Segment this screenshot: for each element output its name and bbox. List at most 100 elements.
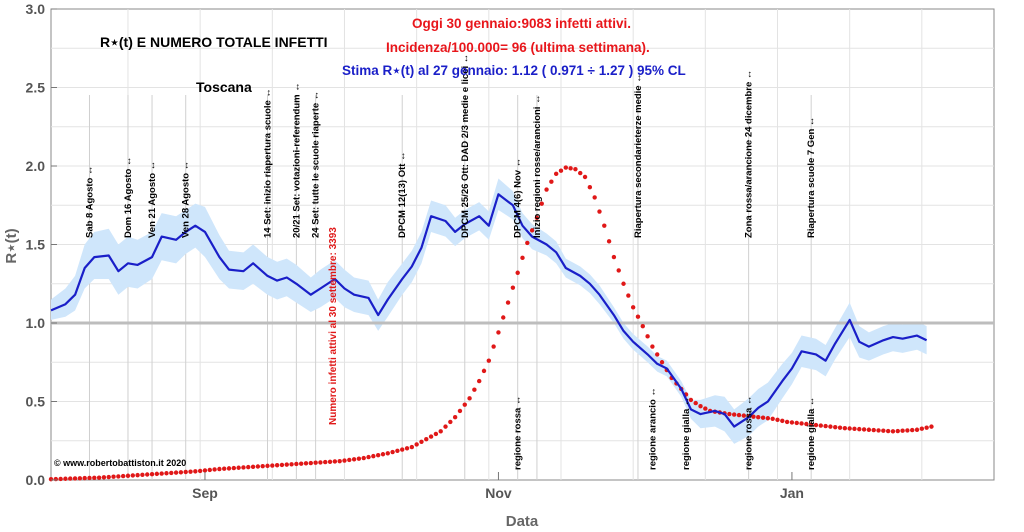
infected-point [159, 471, 164, 476]
infected-point [135, 472, 140, 478]
infected-point [558, 168, 564, 173]
infected-point [395, 448, 400, 453]
event-label: DPCM 12(13) Ott ↔ [397, 151, 408, 238]
infected-point [895, 428, 900, 434]
infected-point [366, 454, 371, 460]
infected-point [400, 447, 405, 452]
y-tick-label: 0.0 [26, 472, 46, 488]
y-axis-title: R⋆(t) [3, 228, 20, 263]
infected-point [616, 268, 621, 273]
rt-series [50, 193, 928, 428]
infected-point [193, 469, 198, 474]
infected-point [881, 428, 886, 433]
infected-point [890, 429, 896, 434]
infected-point [289, 462, 294, 467]
infected-point [924, 425, 929, 430]
infected-point [154, 471, 160, 477]
infected-point [236, 465, 241, 470]
infected-point [871, 427, 876, 433]
infected-point [544, 187, 549, 192]
infected-point [207, 467, 212, 473]
event-label: DPCM 25/26 Ott: DAD 2/3 medie e licei ↔ [460, 54, 471, 238]
infected-point [68, 476, 73, 481]
infected-point [140, 472, 145, 478]
infected-point [496, 330, 501, 335]
infected-point [96, 475, 102, 480]
event-label: Inizio regioni rosse/arancioni ↔ [532, 94, 543, 238]
infected-point [120, 473, 126, 479]
infected-point [226, 466, 232, 471]
infected-point [351, 457, 357, 462]
infected-point [303, 461, 309, 466]
infected-point [828, 424, 833, 429]
infected-point [452, 415, 458, 420]
infected-point [578, 170, 583, 176]
x-tick-label: Sep [192, 485, 218, 501]
infected-point [197, 468, 203, 474]
infected-point [217, 466, 222, 472]
y-tick-label: 3.0 [26, 1, 46, 17]
infected-point [731, 412, 737, 417]
infected-point [409, 444, 415, 450]
infected-point [260, 463, 265, 469]
infected-point [794, 420, 799, 426]
infected-point [515, 270, 520, 275]
infected-point [178, 470, 184, 475]
infected-point [505, 300, 511, 305]
estimate-text: Stima R⋆(t) al 27 gennaio: 1.12 ( 0.971 … [342, 63, 686, 78]
infected-point [332, 459, 338, 464]
infected-point [799, 421, 804, 426]
infected-point [116, 474, 121, 479]
infected-point [529, 228, 535, 233]
event-label: Ven 21 Agosto ↔ [147, 161, 158, 238]
event-label: Sab 8 Agosto ↔ [84, 166, 95, 239]
infected-point [847, 426, 852, 431]
infected-point [443, 424, 448, 429]
infected-point [164, 471, 169, 476]
infected-point [342, 458, 347, 463]
infected-point [53, 476, 59, 482]
event-label: Riapertura scuole 7 Gen ↔ [806, 117, 817, 238]
infected-point [602, 223, 607, 228]
infected-point [72, 476, 78, 481]
infected-point [327, 459, 333, 464]
infected-point [866, 427, 872, 432]
infected-point [789, 420, 795, 425]
infected-point [371, 453, 376, 459]
rt-confidence-band [51, 178, 927, 444]
infected-point [385, 451, 390, 456]
infected-point [630, 305, 636, 310]
lower-event-labels: regione rossa ↔ regione arancio ↔ regione … [513, 387, 817, 470]
infected-point [597, 209, 602, 214]
headline-text: Oggi 30 gennaio:9083 infetti attivi. [412, 16, 631, 31]
infected-point [857, 426, 862, 432]
infected-point [592, 195, 597, 200]
infected-point [270, 463, 275, 468]
infected-point [833, 424, 838, 430]
infected-point [510, 285, 516, 290]
infected-point [467, 396, 472, 401]
infected-point [919, 426, 925, 431]
infected-point [491, 344, 496, 349]
infected-point [655, 352, 660, 357]
infected-point [852, 426, 857, 432]
infected-point [804, 421, 809, 427]
event-label: Dom 16 Agosto ↔ [123, 157, 134, 238]
infected-point [149, 471, 155, 477]
chart-title: R⋆(t) E NUMERO TOTALE INFETTI [100, 34, 328, 50]
y-tick-label: 1.5 [26, 237, 46, 253]
infected-point [414, 442, 419, 447]
infected-point [770, 416, 775, 421]
chart-subtitle: Toscana [196, 79, 252, 95]
infected-point [780, 418, 785, 424]
infected-point [659, 360, 665, 365]
infected-point [563, 165, 569, 170]
event-label: Ven 28 Agosto ↔ [181, 161, 192, 238]
infected-point [457, 408, 463, 414]
infected-point [736, 412, 742, 418]
infected-point [765, 416, 771, 421]
infected-point [808, 422, 814, 427]
infected-point [145, 472, 150, 477]
infected-point [265, 463, 270, 469]
infected-point [188, 469, 193, 474]
